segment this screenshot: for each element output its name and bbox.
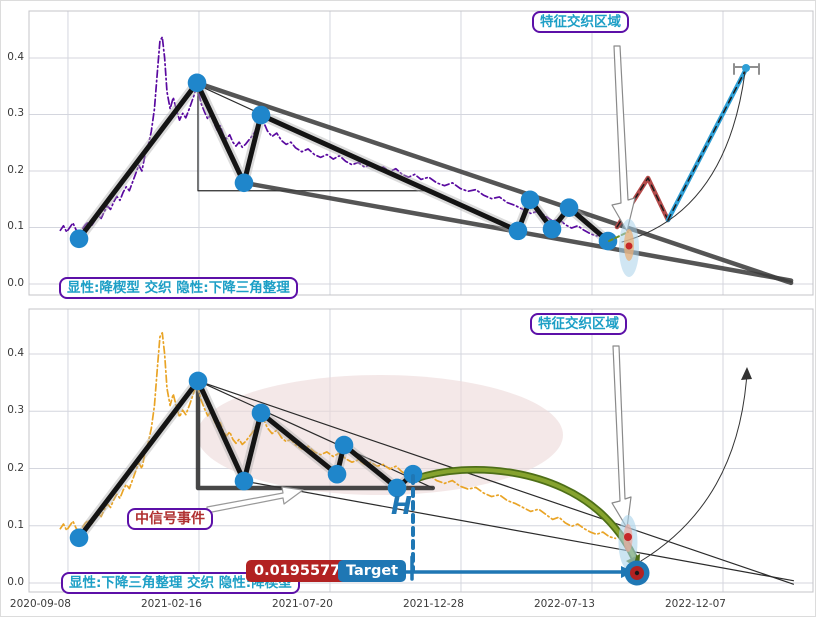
pivot-dot bbox=[520, 190, 540, 210]
pivot-dot bbox=[188, 371, 208, 391]
y-tick-label: 0.2 bbox=[7, 461, 24, 474]
forecast-cap-dot bbox=[742, 64, 750, 72]
pivot-dot bbox=[187, 73, 207, 93]
white-down-arrow bbox=[611, 345, 632, 529]
thin-curve-guide bbox=[621, 71, 746, 243]
axes-spine bbox=[28, 308, 814, 593]
axes-spine bbox=[28, 10, 814, 296]
triangle-hypotenuse-thin bbox=[197, 380, 434, 489]
pivot-dot bbox=[387, 478, 407, 498]
wedge-upper-thin bbox=[197, 380, 795, 585]
y-tick-label: 0.1 bbox=[7, 518, 24, 531]
thin-curve-up-arrow bbox=[640, 372, 748, 562]
pivot-dot bbox=[251, 403, 271, 423]
y-tick-label: 0.4 bbox=[7, 347, 24, 359]
pivot-zigzag-halo bbox=[74, 77, 613, 247]
x-tick-label: 2021-07-20 bbox=[271, 598, 333, 610]
y-tick-label: 0.3 bbox=[7, 107, 24, 120]
target-value-badge: 0.0195577 bbox=[246, 560, 349, 582]
pivot-dot bbox=[559, 198, 579, 217]
panel-explicit-wedge bbox=[28, 10, 814, 296]
white-down-arrow bbox=[611, 45, 636, 232]
x-tick-label: 2021-12-28 bbox=[402, 598, 464, 610]
panel-explicit-triangle bbox=[28, 308, 814, 593]
h-marker: H bbox=[391, 491, 412, 520]
pivot-dot bbox=[69, 229, 89, 249]
y-tick-label: 0.1 bbox=[7, 220, 24, 233]
y-tick-label: 0.0 bbox=[7, 276, 24, 289]
red-forecast-dashes bbox=[616, 177, 669, 228]
feature-cross-region-label-bottom: 特征交织区域 bbox=[530, 313, 627, 335]
pivot-dot bbox=[508, 221, 528, 241]
price-line bbox=[59, 331, 617, 540]
pivot-dot bbox=[251, 105, 271, 125]
y-tick-label: 0.2 bbox=[7, 163, 24, 176]
pivot-zigzag bbox=[76, 80, 611, 244]
signal-red-dot bbox=[625, 242, 633, 250]
y-tick-label: 0.4 bbox=[7, 50, 24, 63]
pattern-label-top: 显性:降楔型 交织 隐性:下降三角整理 bbox=[59, 277, 298, 299]
pink-region-ellipse bbox=[197, 375, 563, 495]
pattern-label-bottom: 显性:下降三角整理 交织 隐性:降楔型 bbox=[61, 572, 300, 594]
white-signal-arrow bbox=[206, 486, 304, 514]
feature-cross-region-label-top: 特征交织区域 bbox=[532, 11, 629, 33]
pivot-dot bbox=[598, 231, 618, 251]
mid-signal-event-label: 中信号事件 bbox=[127, 508, 213, 530]
pivot-dot bbox=[234, 173, 254, 193]
y-tick-label: 0.0 bbox=[7, 576, 24, 588]
pivot-zigzag bbox=[76, 378, 416, 541]
price-line bbox=[59, 36, 617, 241]
x-tick-label: 2021-02-16 bbox=[140, 598, 202, 610]
pivot-dot bbox=[327, 464, 347, 484]
pivot-dot bbox=[69, 528, 89, 548]
wedge-upper-line bbox=[194, 80, 794, 286]
blue-forecast-dashes bbox=[667, 68, 747, 221]
x-tick-label: 2022-07-13 bbox=[533, 598, 595, 610]
pivot-dot bbox=[234, 471, 254, 491]
target-dot-core bbox=[634, 570, 640, 576]
wedge-lower-thin bbox=[243, 480, 795, 582]
triangle-thick-L bbox=[195, 378, 436, 491]
x-tick-label: 2022-12-07 bbox=[664, 598, 726, 610]
y-tick-label: 0.3 bbox=[7, 404, 24, 417]
x-tick-label: 2020-09-08 bbox=[9, 598, 71, 610]
thin-curve-arrowhead bbox=[741, 367, 752, 380]
pivot-dot bbox=[542, 219, 562, 239]
pivot-dot bbox=[334, 435, 354, 455]
target-badge: Target bbox=[338, 560, 407, 582]
signal-red-dot bbox=[624, 533, 632, 541]
